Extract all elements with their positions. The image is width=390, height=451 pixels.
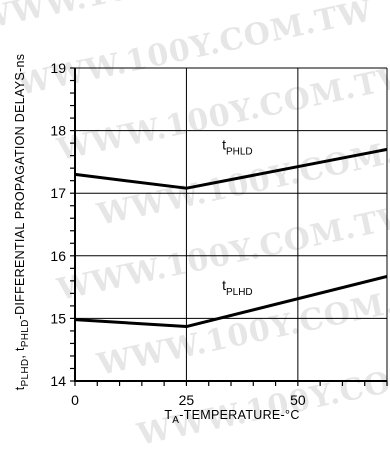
y-tick-label: 14	[50, 373, 66, 389]
series-lines	[74, 147, 388, 329]
y-tick-label: 19	[50, 60, 66, 76]
x-tick-label: 50	[290, 392, 306, 408]
y-tick-label: 15	[50, 310, 66, 326]
series-labels: tPHLD tPLHD	[222, 136, 253, 298]
series-label-plhd: tPLHD	[222, 277, 253, 298]
x-tick-labels: 0 25 50	[71, 392, 306, 408]
y-tick-label: 16	[50, 248, 66, 264]
y-axis-title: tPLHD, tPHLD-DIFFERENTIAL PROPAGATION DE…	[13, 54, 31, 391]
minor-ticks	[70, 67, 388, 386]
x-tick-label: 0	[71, 392, 79, 408]
series-line-phld	[74, 147, 388, 190]
y-tick-label: 17	[50, 185, 66, 201]
series-line-plhd	[74, 275, 388, 329]
y-tick-labels: 14 15 16 17 18 19	[50, 60, 66, 389]
series-label-phld: tPHLD	[222, 136, 253, 157]
y-tick-label: 18	[50, 123, 66, 139]
x-axis-title: TA-TEMPERATURE-°C	[164, 408, 299, 426]
x-tick-label: 25	[179, 392, 195, 408]
